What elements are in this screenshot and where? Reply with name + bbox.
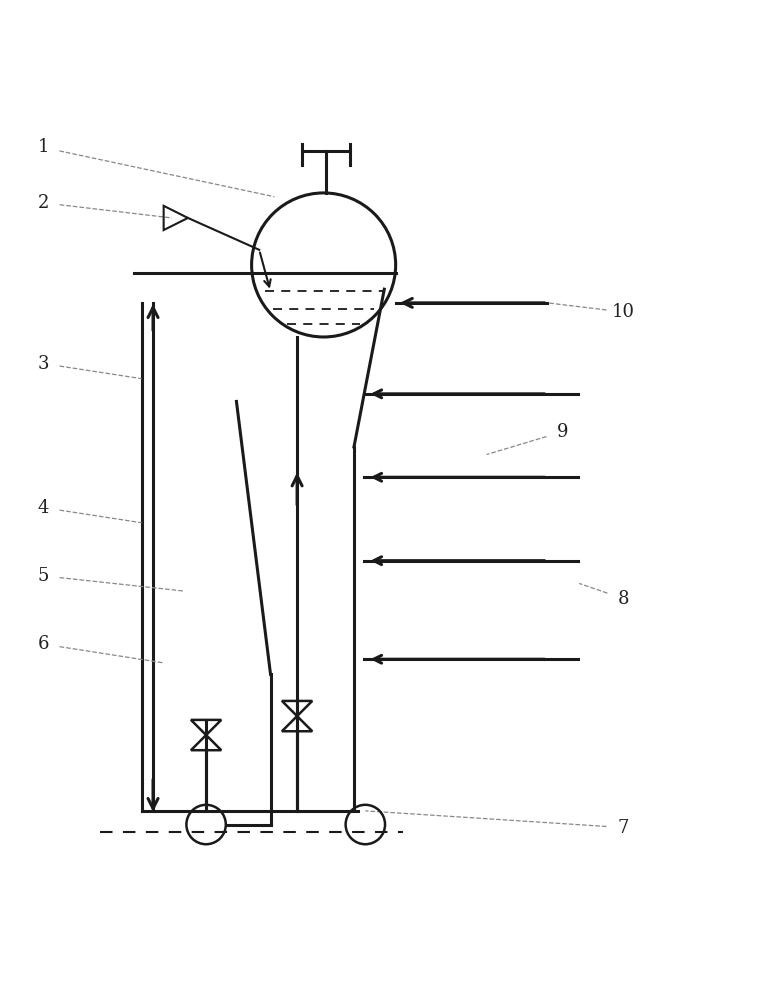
Text: 4: 4: [37, 499, 49, 517]
Text: 7: 7: [617, 819, 629, 837]
Text: 5: 5: [37, 567, 49, 585]
Text: 6: 6: [37, 635, 49, 653]
Text: 2: 2: [37, 194, 49, 212]
Text: 10: 10: [612, 303, 635, 321]
Text: 8: 8: [617, 590, 629, 608]
Text: 3: 3: [37, 355, 49, 373]
Text: 1: 1: [37, 138, 49, 156]
Text: 9: 9: [557, 423, 568, 441]
